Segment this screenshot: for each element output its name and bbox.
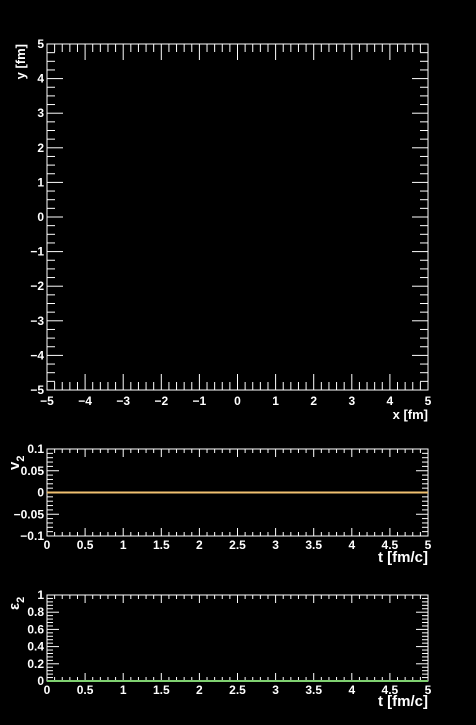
svg-text:ε2: ε2 <box>6 597 27 610</box>
eps2-panel: 0 0.5 1 1.5 2 2.5 3 3.5 4 4.5 5 00.20.40.60.81 t [… <box>6 588 432 710</box>
v2-panel: 0 0.5 1 1.5 2 2.5 3 3.5 4 4.5 5 −0.1−0.0500.050.1 … <box>6 442 432 566</box>
v2-y-tick-label: 0.1 <box>27 442 44 456</box>
eps2-y-tick-labels: 0 0.2 0.4 0.6 0.8 1 <box>27 588 44 688</box>
v2-x-tick-label: 3.5 <box>305 538 322 552</box>
v2-y-tick-label: 0.05 <box>21 464 45 478</box>
v2-x-tick-label: 4.5 <box>382 538 399 552</box>
xy-plot-frame <box>46 43 429 391</box>
xy-y-tick-label: 2 <box>37 141 44 155</box>
xy-y-tick-labels: −5 −4 −3 −2 −1 0 1 2 3 4 5 <box>30 37 44 397</box>
v2-x-tick-label: 5 <box>425 538 432 552</box>
eps2-y-tick-label: 0.4 <box>27 640 44 654</box>
eps2-x-tick-label: 3.5 <box>305 683 322 697</box>
v2-x-tick-label: 1.5 <box>153 538 170 552</box>
xy-x-tick-label: 2 <box>310 394 317 408</box>
v2-x-tick-label: 3 <box>272 538 279 552</box>
xy-x-tick-label: −3 <box>116 394 130 408</box>
eps2-y-tick-label: 0 <box>37 674 44 688</box>
eps2-x-tick-label: 0.5 <box>77 683 94 697</box>
svg-text:v2: v2 <box>6 456 27 470</box>
xy-x-tick-labels: −5 −4 −3 −2 −1 0 1 2 3 4 5 <box>40 394 432 408</box>
eps2-ticks <box>46 594 429 682</box>
eps2-x-tick-label: 3 <box>272 683 279 697</box>
xy-x-tick-label: −2 <box>154 394 168 408</box>
xy-ticks <box>46 43 429 391</box>
xy-x-axis-title: x [fm] <box>393 407 428 422</box>
eps2-y-title-symbol: ε <box>6 603 23 610</box>
eps2-x-tick-label: 2 <box>196 683 203 697</box>
xy-y-axis-title: y [fm] <box>13 44 28 79</box>
eps2-y-title-sub: 2 <box>15 597 27 603</box>
v2-x-axis-title: t [fm/c] <box>378 549 428 566</box>
xy-x-tick-label: −4 <box>78 394 92 408</box>
xy-y-tick-label: 4 <box>37 72 44 86</box>
xy-y-tick-label: −4 <box>30 348 44 362</box>
eps2-y-tick-label: 0.2 <box>27 657 44 671</box>
xy-y-tick-label: −2 <box>30 279 44 293</box>
v2-x-tick-label: 1 <box>120 538 127 552</box>
v2-y-tick-label: −0.05 <box>14 507 45 521</box>
v2-y-tick-label: −0.1 <box>20 529 44 543</box>
xy-x-tick-label: −5 <box>40 394 54 408</box>
eps2-x-tick-label: 5 <box>425 683 432 697</box>
xy-y-tick-label: 1 <box>37 175 44 189</box>
v2-y-tick-label: 0 <box>37 486 44 500</box>
eps2-y-tick-label: 1 <box>37 588 44 602</box>
xy-x-tick-label: −1 <box>193 394 207 408</box>
xy-x-tick-label: 1 <box>272 394 279 408</box>
eps2-x-tick-label: 0 <box>44 683 51 697</box>
eps2-plot-frame <box>46 594 429 682</box>
xy-y-tick-label: −1 <box>30 245 44 259</box>
eps2-x-tick-label: 4 <box>348 683 355 697</box>
xy-y-tick-label: 5 <box>37 37 44 51</box>
xy-x-tick-label: 3 <box>348 394 355 408</box>
v2-y-tick-labels: −0.1 −0.05 0 0.05 0.1 <box>14 442 45 543</box>
v2-y-title-sub: 2 <box>15 456 27 462</box>
eps2-y-tick-label: 0.6 <box>27 622 44 636</box>
xy-y-tick-label: 3 <box>37 106 44 120</box>
v2-x-tick-label: 0.5 <box>77 538 94 552</box>
eps2-x-tick-label: 1 <box>120 683 127 697</box>
xy-y-tick-label: 0 <box>37 210 44 224</box>
xy-y-tick-label: −5 <box>30 383 44 397</box>
eps2-x-tick-label: 1.5 <box>153 683 170 697</box>
xy-x-tick-label: 5 <box>425 394 432 408</box>
v2-x-tick-label: 2.5 <box>229 538 246 552</box>
v2-x-tick-labels: 0 0.5 1 1.5 2 2.5 3 3.5 4 4.5 5 <box>44 538 432 552</box>
eps2-x-tick-labels: 0 0.5 1 1.5 2 2.5 3 3.5 4 4.5 5 <box>44 683 432 697</box>
v2-x-tick-label: 4 <box>348 538 355 552</box>
eps2-x-tick-label: 2.5 <box>229 683 246 697</box>
xy-x-tick-label: 4 <box>387 394 394 408</box>
v2-y-title-symbol: v <box>6 461 23 470</box>
v2-y-axis-title: v2 <box>6 456 27 470</box>
eps2-y-tick-label: 0.8 <box>27 605 44 619</box>
xy-panel: −5 −4 −3 −2 −1 0 1 2 3 4 5 −5 −4 −3 −2 −1 0 1 2 3 4 5 x [fm]… <box>13 37 432 422</box>
xy-x-tick-label: 0 <box>234 394 241 408</box>
v2-x-tick-label: 2 <box>196 538 203 552</box>
v2-x-tick-label: 0 <box>44 538 51 552</box>
eps2-x-axis-title: t [fm/c] <box>378 693 428 710</box>
eps2-y-axis-title: ε2 <box>6 597 27 610</box>
eps2-x-tick-label: 4.5 <box>382 683 399 697</box>
xy-y-tick-label: −3 <box>30 314 44 328</box>
